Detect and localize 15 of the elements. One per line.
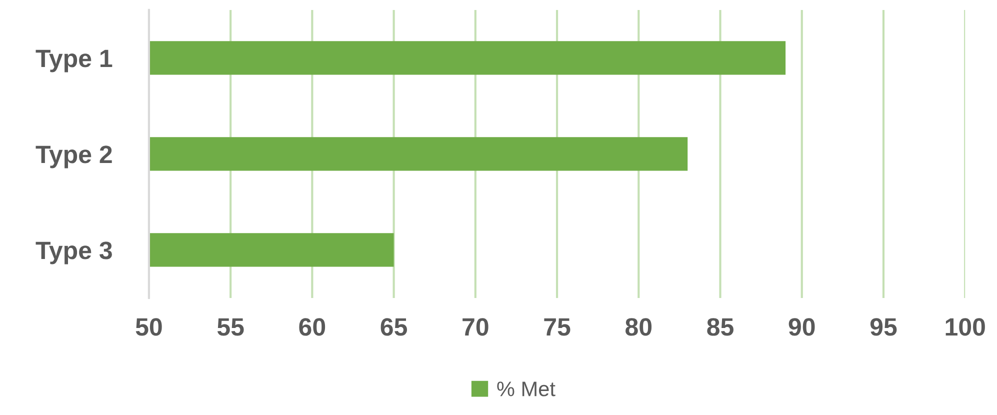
x-tick-label: 55: [217, 318, 244, 336]
y-tick-label: Type 1: [36, 50, 112, 72]
x-tick-label: 65: [380, 318, 408, 336]
x-tick-label: 50: [136, 318, 162, 336]
x-tick-label: 90: [788, 318, 815, 336]
x-tick-label: 70: [462, 318, 488, 336]
x-tick-label: 85: [707, 318, 734, 336]
x-tick-label: 60: [299, 318, 326, 336]
y-tick-label: Type 2: [36, 146, 112, 168]
x-tick-label: 95: [870, 318, 897, 336]
x-tick-label: 80: [626, 318, 652, 336]
y-tick-label: Type 3: [36, 242, 112, 264]
x-tick-label: 75: [544, 318, 570, 336]
legend-label: % Met: [497, 382, 556, 396]
x-tick-label: 100: [946, 318, 985, 336]
